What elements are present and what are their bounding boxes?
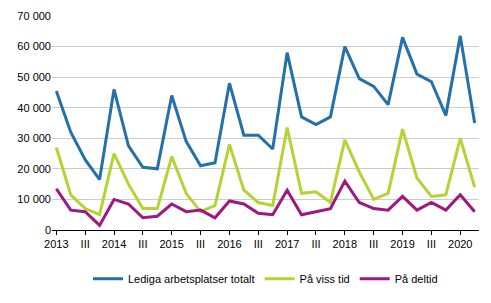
svg-text:50 000: 50 000 (17, 71, 51, 83)
svg-text:2016: 2016 (217, 238, 241, 250)
svg-text:III: III (196, 238, 205, 250)
svg-text:På viss tid: På viss tid (300, 273, 350, 285)
svg-text:30 000: 30 000 (17, 132, 51, 144)
svg-text:2017: 2017 (275, 238, 299, 250)
svg-text:Lediga arbetsplatser totalt: Lediga arbetsplatser totalt (128, 273, 255, 285)
svg-text:0: 0 (45, 224, 51, 236)
svg-text:III: III (311, 238, 320, 250)
svg-text:2018: 2018 (333, 238, 357, 250)
svg-text:2014: 2014 (102, 238, 126, 250)
svg-text:70 000: 70 000 (17, 10, 51, 22)
svg-text:2019: 2019 (390, 238, 414, 250)
svg-text:60 000: 60 000 (17, 40, 51, 52)
svg-text:III: III (254, 238, 263, 250)
svg-text:20 000: 20 000 (17, 163, 51, 175)
svg-text:2020: 2020 (448, 238, 472, 250)
svg-text:2015: 2015 (159, 238, 183, 250)
svg-text:På deltid: På deltid (395, 273, 438, 285)
svg-text:III: III (81, 238, 90, 250)
svg-text:III: III (138, 238, 147, 250)
svg-text:40 000: 40 000 (17, 102, 51, 114)
svg-text:10 000: 10 000 (17, 193, 51, 205)
svg-text:III: III (427, 238, 436, 250)
svg-text:2013: 2013 (44, 238, 68, 250)
svg-text:III: III (369, 238, 378, 250)
